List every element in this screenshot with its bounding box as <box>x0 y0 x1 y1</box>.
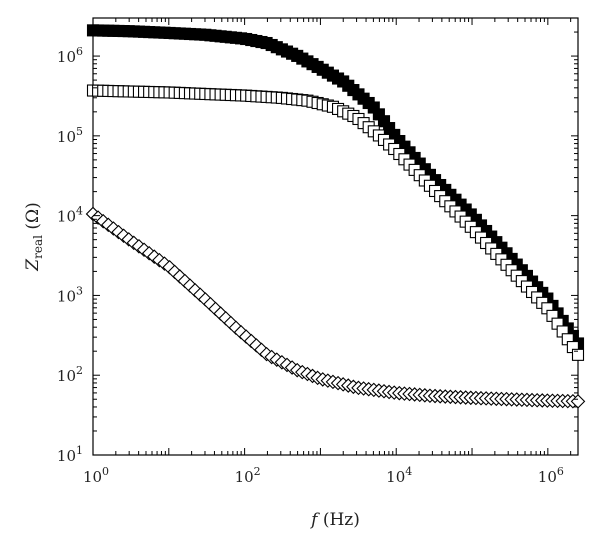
y-tick-label: 102 <box>57 364 83 385</box>
plot-frame <box>92 17 579 456</box>
x-tick-label: 106 <box>538 465 564 486</box>
tick-exponent: 5 <box>76 125 83 138</box>
tick-base: 10 <box>235 468 254 486</box>
tick-base: 10 <box>83 468 102 486</box>
series-open-square <box>86 84 585 361</box>
tick-exponent: 4 <box>76 205 83 218</box>
y-tick-label: 106 <box>57 45 83 66</box>
tick-exponent: 6 <box>76 45 83 58</box>
x-tick-label: 102 <box>235 465 261 486</box>
tick-exponent: 2 <box>254 465 261 478</box>
y-tick-label: 101 <box>57 444 83 465</box>
x-axis-unit: (Hz) <box>317 510 359 530</box>
tick-base: 10 <box>57 128 76 146</box>
tick-base: 10 <box>57 447 76 465</box>
x-tick-label: 100 <box>83 465 109 486</box>
y-axis-subscript: real <box>31 235 45 259</box>
tick-exponent: 2 <box>76 364 83 377</box>
y-tick-label: 105 <box>57 125 83 146</box>
x-tick-label: 104 <box>386 465 412 486</box>
tick-exponent: 6 <box>557 465 564 478</box>
axes-frame <box>92 17 579 456</box>
tick-base: 10 <box>57 287 76 305</box>
series-open-diamond <box>85 206 586 409</box>
tick-exponent: 0 <box>102 465 109 478</box>
x-axis-label: f (Hz) <box>309 510 360 530</box>
tick-marks <box>92 17 578 456</box>
y-tick-label: 104 <box>57 205 83 226</box>
y-axis-variable: Z <box>23 258 43 272</box>
tick-exponent: 4 <box>405 465 412 478</box>
tick-base: 10 <box>386 468 405 486</box>
y-axis-label: Zreal (Ω) <box>23 202 45 271</box>
data-point <box>570 394 586 409</box>
series-filled-square <box>86 24 585 350</box>
tick-base: 10 <box>57 367 76 385</box>
tick-base: 10 <box>57 208 76 226</box>
y-tick-label: 103 <box>57 284 83 305</box>
tick-exponent: 1 <box>76 444 83 457</box>
chart-marks <box>85 24 586 409</box>
tick-base: 10 <box>57 48 76 66</box>
tick-base: 10 <box>538 468 557 486</box>
tick-exponent: 3 <box>76 284 83 297</box>
data-point <box>571 348 585 361</box>
y-axis-unit: (Ω) <box>23 202 43 235</box>
x-axis-variable: f <box>309 510 320 530</box>
